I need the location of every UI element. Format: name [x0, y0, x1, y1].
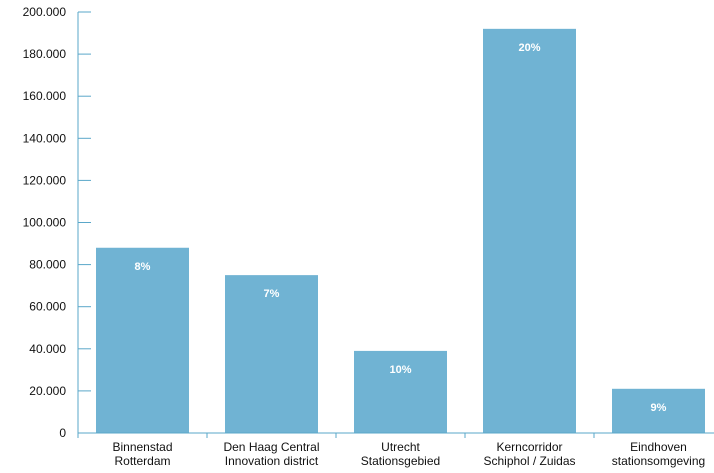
bar: [225, 275, 318, 433]
y-tick-label: 0: [59, 426, 66, 440]
x-category-label-line: Eindhoven: [630, 440, 687, 454]
x-category-label-line: Kerncorridor: [496, 440, 562, 454]
bars-group: 8% 7% 10% 20% 9%: [96, 28, 705, 434]
y-tick-label: 20.000: [29, 384, 66, 398]
x-category-label-line: Innovation district: [225, 454, 319, 468]
x-category-label-line: Rotterdam: [114, 454, 170, 468]
bar-data-label: 20%: [518, 42, 540, 54]
y-axis: 0 20.000 40.000 60.000 80.000 100.000 120.000 1…: [23, 5, 91, 440]
x-category-label-line: Utrecht: [381, 440, 420, 454]
x-category-label-line: Stationsgebied: [361, 454, 440, 468]
x-category-label-line: Schiphol / Zuidas: [483, 454, 575, 468]
x-category-label-line: Den Haag Central: [223, 440, 319, 454]
x-category-label-line: stationsomgeving: [612, 454, 705, 468]
bar: [483, 28, 576, 434]
bar: [354, 350, 447, 433]
x-axis: Binnenstad Rotterdam Den Haag Central Innov…: [77, 432, 714, 468]
y-tick-label: 180.000: [23, 47, 67, 61]
bar-data-label: 7%: [264, 288, 280, 300]
bar-data-label: 9%: [651, 402, 667, 414]
y-tick-label: 40.000: [29, 342, 66, 356]
bar-data-label: 10%: [389, 364, 411, 376]
bar-data-label: 8%: [135, 261, 151, 273]
y-tick-label: 80.000: [29, 258, 66, 272]
y-tick-label: 140.000: [23, 131, 67, 145]
y-tick-label: 200.000: [23, 5, 67, 19]
y-tick-label: 120.000: [23, 173, 67, 187]
x-category-label: Binnenstad Rotterdam: [112, 440, 172, 468]
x-category-label: Kerncorridor Schiphol / Zuidas: [483, 440, 575, 468]
x-category-label-line: Binnenstad: [112, 440, 172, 454]
y-tick-label: 100.000: [23, 216, 67, 230]
bar: [612, 388, 705, 433]
x-category-label: Den Haag Central Innovation district: [223, 440, 319, 468]
y-tick-label: 160.000: [23, 89, 67, 103]
bar: [96, 247, 189, 433]
x-category-label: Utrecht Stationsgebied: [361, 440, 440, 468]
y-tick-label: 60.000: [29, 300, 66, 314]
x-category-label: Eindhoven stationsomgeving: [612, 440, 705, 468]
